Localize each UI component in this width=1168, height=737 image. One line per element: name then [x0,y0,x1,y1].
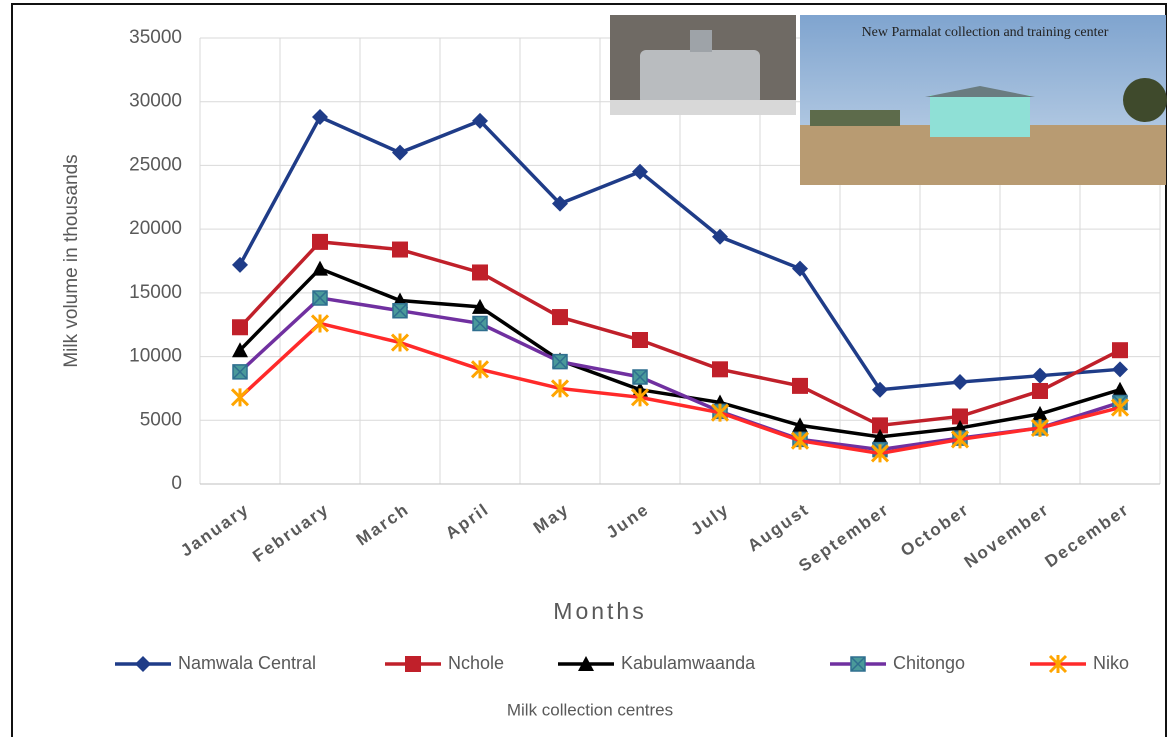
marker [472,112,488,129]
marker [230,388,250,407]
marker [390,333,410,352]
marker [232,342,248,358]
marker [872,428,888,444]
marker [950,430,970,449]
x-axis-label: Months [553,598,646,624]
marker [712,228,728,245]
marker [1112,342,1128,359]
marker [135,656,151,672]
marker [232,319,248,336]
legend-label: Niko [1093,653,1129,673]
marker [792,260,808,277]
marker [232,256,248,273]
photo-tank-body [640,50,760,105]
marker [312,290,328,306]
y-tick-label: 0 [171,473,182,494]
marker [632,332,648,349]
marker [310,314,330,333]
marker [1110,398,1130,417]
photo-tank-top [690,30,712,52]
marker [632,369,648,385]
marker [312,233,328,250]
marker [872,417,888,434]
series-line [238,321,1121,456]
y-tick-label: 35000 [129,27,182,48]
legend-label: Namwala Central [178,653,316,673]
y-axis-label: Milk volume in thousands [61,154,82,367]
photo-floor [610,100,796,115]
marker [312,260,328,276]
y-tick-label: 25000 [129,154,182,175]
marker [792,377,808,394]
photo-building [930,95,1030,137]
marker [552,195,568,212]
marker [630,388,650,407]
series-line [238,240,1121,428]
marker [790,431,810,450]
marker [552,353,568,370]
series [232,109,1128,398]
marker [472,298,488,314]
marker [1032,367,1048,384]
y-tick-label: 5000 [140,409,182,430]
series [232,233,1128,434]
marker [1112,381,1128,397]
marker [1030,418,1050,437]
marker [792,417,808,433]
photos [610,15,1167,185]
marker [550,379,570,398]
marker [472,315,488,332]
y-tick-label: 30000 [129,91,182,112]
marker [870,444,890,463]
y-tick-label: 20000 [129,218,182,239]
marker [712,361,728,378]
marker [405,656,421,672]
marker [1048,654,1068,674]
marker [392,302,408,319]
marker [952,408,968,425]
marker [872,381,888,398]
legend-label: Chitongo [893,653,965,673]
marker [1112,361,1128,378]
y-tick-label: 15000 [129,282,182,303]
marker [952,374,968,391]
marker [470,360,490,379]
series-line [238,114,1121,392]
marker [850,656,866,672]
photo-tree [1123,78,1167,122]
marker [1032,382,1048,399]
marker [578,656,594,671]
marker [472,264,488,281]
marker [710,403,730,422]
marker [232,364,248,380]
legend-label: Kabulamwaanda [621,653,756,673]
series [230,314,1130,463]
photo-caption: New Parmalat collection and training cen… [861,25,1109,40]
marker [392,144,408,161]
marker [312,109,328,126]
marker [632,163,648,180]
legend-title: Milk collection centres [507,700,673,719]
marker [392,241,408,258]
y-tick-label: 10000 [129,346,182,367]
marker [552,309,568,326]
photo-bushes [810,110,900,126]
photo-roof [925,86,1035,97]
series-line [238,266,1121,439]
legend-label: Nchole [448,653,504,673]
marker [1032,405,1048,421]
